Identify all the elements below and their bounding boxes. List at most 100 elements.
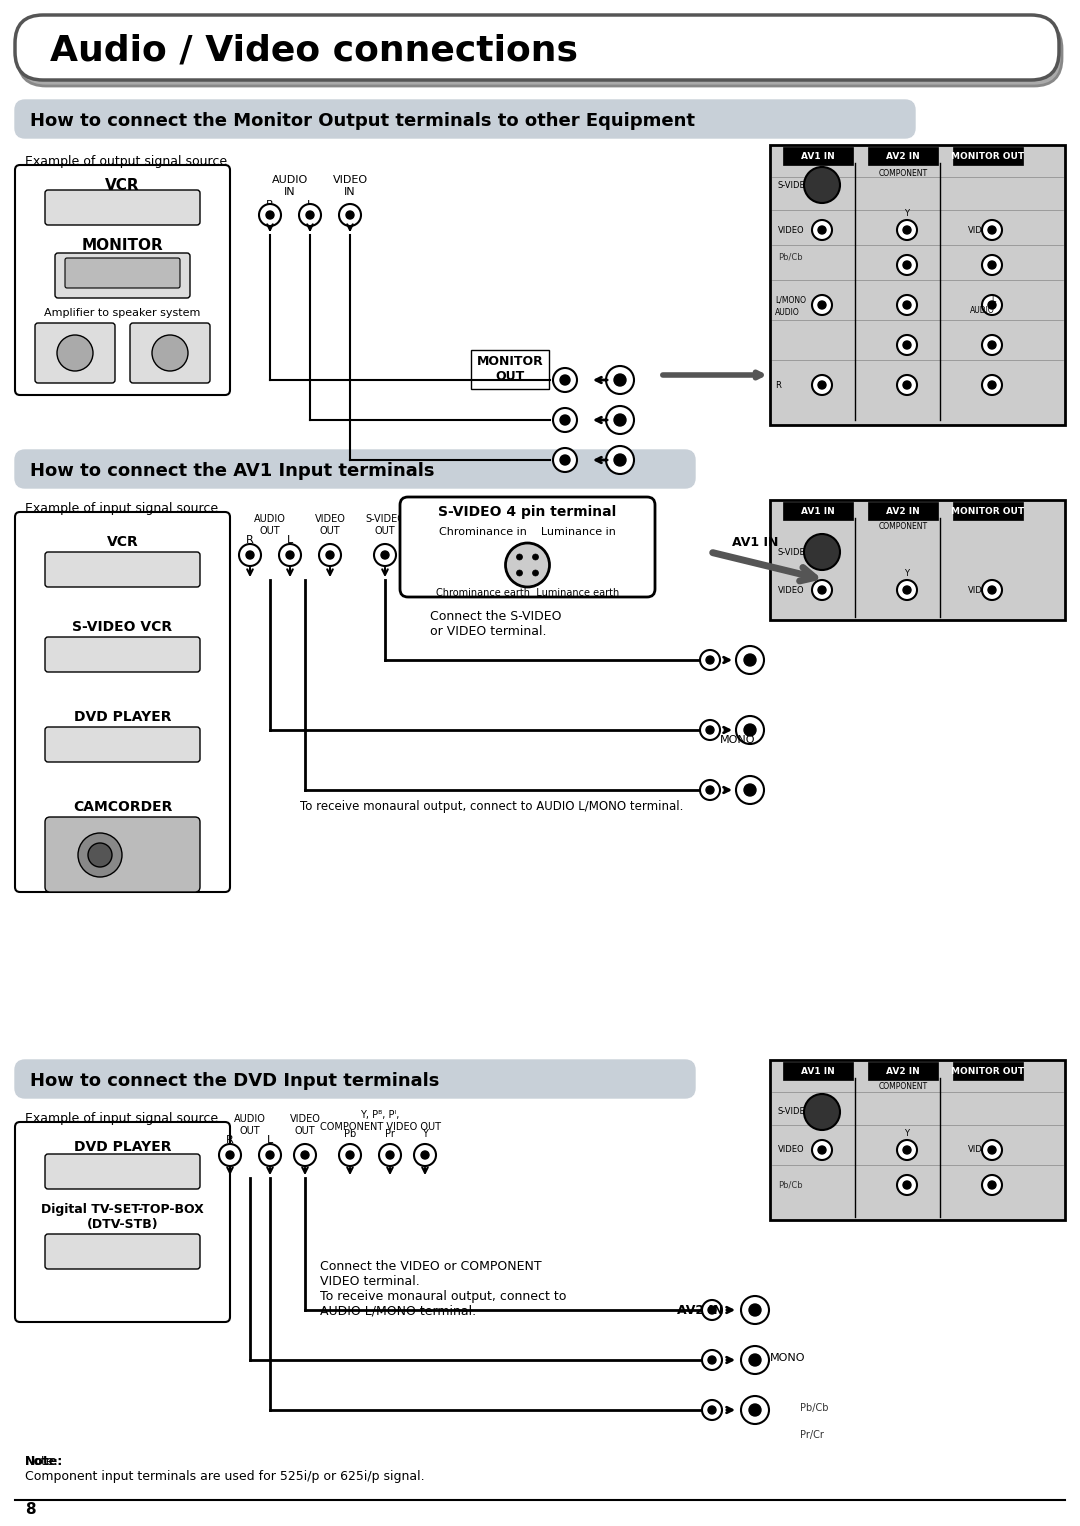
- Bar: [783, 146, 853, 165]
- Bar: [953, 502, 1023, 520]
- Text: MONITOR OUT: MONITOR OUT: [951, 1067, 1025, 1076]
- Text: Example of input signal source: Example of input signal source: [25, 502, 218, 514]
- Text: CAMCORDER: CAMCORDER: [72, 800, 172, 813]
- Circle shape: [903, 261, 912, 269]
- FancyBboxPatch shape: [35, 324, 114, 383]
- Circle shape: [812, 580, 832, 600]
- Text: COMPONENT: COMPONENT: [878, 169, 928, 179]
- Bar: [770, 145, 1065, 426]
- Text: DVD PLAYER: DVD PLAYER: [73, 710, 172, 723]
- Circle shape: [903, 301, 912, 308]
- Bar: [783, 1062, 853, 1080]
- Text: VCR: VCR: [105, 177, 139, 192]
- Text: MONITOR OUT: MONITOR OUT: [951, 151, 1025, 160]
- Text: Connect the S-VIDEO
or VIDEO terminal.: Connect the S-VIDEO or VIDEO terminal.: [430, 610, 562, 638]
- Circle shape: [735, 645, 764, 674]
- Circle shape: [606, 366, 634, 394]
- Text: How to connect the AV1 Input terminals: How to connect the AV1 Input terminals: [30, 462, 434, 481]
- FancyBboxPatch shape: [45, 552, 200, 588]
- Circle shape: [266, 1151, 274, 1160]
- Circle shape: [226, 1151, 234, 1160]
- Circle shape: [319, 543, 341, 566]
- Text: Example of output signal source: Example of output signal source: [25, 156, 227, 168]
- Text: AUDIO
IN: AUDIO IN: [272, 175, 308, 197]
- Text: MONO: MONO: [719, 736, 755, 745]
- Circle shape: [982, 1140, 1002, 1160]
- Text: VIDEO: VIDEO: [778, 1146, 805, 1155]
- Circle shape: [897, 1175, 917, 1195]
- Text: VIDEO: VIDEO: [969, 1146, 995, 1155]
- Text: VIDEO: VIDEO: [778, 586, 805, 595]
- Bar: [770, 1061, 1065, 1219]
- Text: VIDEO: VIDEO: [969, 226, 995, 235]
- FancyBboxPatch shape: [18, 21, 1062, 85]
- Text: DVD PLAYER: DVD PLAYER: [73, 1140, 172, 1154]
- Text: VIDEO
OUT: VIDEO OUT: [289, 1114, 321, 1135]
- Bar: [953, 1062, 1023, 1080]
- Text: To receive monaural output, connect to
AUDIO L/MONO terminal.: To receive monaural output, connect to A…: [320, 1289, 566, 1318]
- Text: AV2 IN: AV2 IN: [677, 1303, 724, 1317]
- Text: AV2 IN: AV2 IN: [886, 151, 920, 160]
- Circle shape: [818, 301, 826, 308]
- Circle shape: [988, 261, 996, 269]
- Text: AV2 IN: AV2 IN: [886, 507, 920, 516]
- Text: Audio / Video connections: Audio / Video connections: [50, 34, 578, 67]
- Text: S-VIDEO
OUT: S-VIDEO OUT: [365, 514, 405, 536]
- Circle shape: [812, 220, 832, 240]
- Circle shape: [246, 551, 254, 559]
- Text: Chrominance in    Luminance in: Chrominance in Luminance in: [440, 526, 616, 537]
- Text: Pr: Pr: [386, 1129, 395, 1138]
- Circle shape: [259, 204, 281, 226]
- Circle shape: [414, 1144, 436, 1166]
- Circle shape: [735, 777, 764, 804]
- Circle shape: [421, 1151, 429, 1160]
- Circle shape: [239, 543, 261, 566]
- Text: Pb/Cb: Pb/Cb: [778, 1181, 802, 1189]
- Circle shape: [812, 295, 832, 314]
- FancyBboxPatch shape: [400, 497, 654, 597]
- Circle shape: [903, 340, 912, 349]
- Circle shape: [897, 295, 917, 314]
- Circle shape: [532, 554, 539, 560]
- Circle shape: [982, 255, 1002, 275]
- Circle shape: [700, 650, 720, 670]
- Circle shape: [516, 571, 523, 575]
- Circle shape: [346, 211, 354, 220]
- Circle shape: [804, 1094, 840, 1129]
- Bar: [868, 146, 939, 165]
- Text: S-VIDEO 4 pin terminal: S-VIDEO 4 pin terminal: [438, 505, 617, 519]
- Text: L/MONO: L/MONO: [775, 296, 806, 305]
- Circle shape: [897, 255, 917, 275]
- Circle shape: [606, 446, 634, 475]
- Bar: [953, 146, 1023, 165]
- Circle shape: [339, 204, 361, 226]
- Text: AUDIO
OUT: AUDIO OUT: [254, 514, 286, 536]
- Text: AV2 IN: AV2 IN: [886, 1067, 920, 1076]
- Circle shape: [982, 220, 1002, 240]
- Circle shape: [982, 336, 1002, 356]
- Text: AUDIO
OUT: AUDIO OUT: [234, 1114, 266, 1135]
- FancyBboxPatch shape: [45, 816, 200, 893]
- Circle shape: [897, 375, 917, 395]
- Text: Chrominance earth  Luminance earth: Chrominance earth Luminance earth: [436, 588, 619, 598]
- Circle shape: [903, 382, 912, 389]
- FancyBboxPatch shape: [15, 1122, 230, 1322]
- FancyBboxPatch shape: [130, 324, 210, 383]
- Circle shape: [818, 1146, 826, 1154]
- Circle shape: [78, 833, 122, 877]
- Text: Pb: Pb: [343, 1129, 356, 1138]
- Circle shape: [706, 726, 714, 734]
- Circle shape: [903, 586, 912, 594]
- Circle shape: [903, 1146, 912, 1154]
- FancyBboxPatch shape: [15, 513, 230, 893]
- Circle shape: [735, 716, 764, 745]
- Circle shape: [561, 415, 570, 426]
- Circle shape: [706, 656, 714, 664]
- Circle shape: [903, 226, 912, 233]
- Circle shape: [615, 374, 626, 386]
- Text: COMPONENT: COMPONENT: [878, 522, 928, 531]
- Circle shape: [741, 1396, 769, 1424]
- Text: Amplifier to speaker system: Amplifier to speaker system: [44, 308, 201, 317]
- Text: MONITOR: MONITOR: [82, 238, 163, 252]
- Text: How to connect the Monitor Output terminals to other Equipment: How to connect the Monitor Output termin…: [30, 111, 696, 130]
